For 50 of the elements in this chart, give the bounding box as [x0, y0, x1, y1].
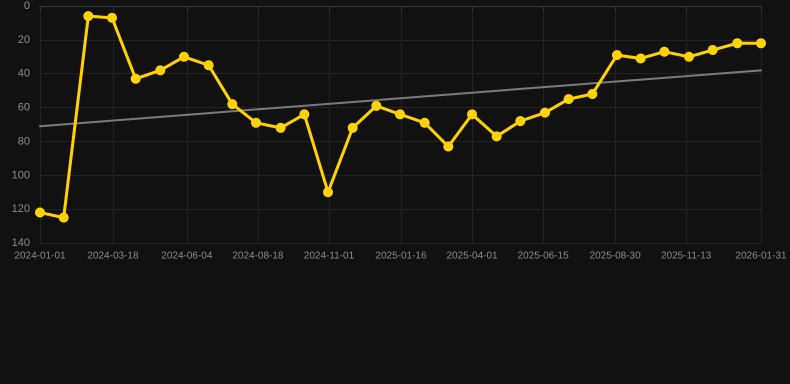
point [492, 131, 502, 142]
point [130, 74, 141, 84]
point [708, 45, 718, 56]
x-tick-label: 2024-06-04 [161, 250, 213, 262]
point [587, 89, 598, 100]
point [348, 122, 358, 133]
y-tick-label: 80 [18, 135, 30, 148]
point [83, 11, 94, 22]
x-tick-label: 2025-11-13 [660, 250, 712, 262]
x-tick-label: 2026-01-31 [735, 250, 788, 262]
point [251, 118, 262, 128]
point [443, 142, 454, 152]
point [35, 208, 45, 218]
point [659, 46, 670, 57]
y-tick-label: 120 [12, 203, 30, 216]
point [515, 116, 526, 126]
x-tick-label: 2024-03-18 [87, 250, 139, 262]
x-tick-label: 2024-08-18 [232, 250, 284, 262]
point [276, 122, 286, 133]
point [395, 109, 406, 120]
x-tick-label: 2025-01-16 [375, 250, 427, 262]
x-tick-label: 2025-06-15 [518, 250, 570, 262]
y-tick-label: 0 [24, 0, 30, 12]
y-tick-label: 100 [12, 169, 30, 182]
point [564, 94, 574, 104]
point [636, 53, 646, 64]
point [204, 60, 214, 70]
point [323, 187, 334, 198]
point [684, 52, 694, 62]
point [58, 212, 69, 223]
point [371, 100, 382, 111]
y-tick-label: 140 [12, 237, 30, 249]
point [540, 108, 550, 118]
point [612, 50, 622, 60]
point [756, 38, 766, 48]
point [155, 65, 166, 76]
x-tick-label: 2025-04-01 [446, 250, 498, 262]
point [467, 109, 478, 120]
x-tick-label: 2024-01-01 [14, 250, 66, 262]
point [420, 118, 430, 128]
y-tick-label: 20 [18, 34, 30, 46]
y-tick-label: 40 [18, 68, 30, 80]
point [299, 109, 310, 120]
point [107, 12, 118, 23]
y-tick-label: 60 [18, 102, 30, 114]
x-tick-label: 2024-11-01 [304, 250, 355, 262]
point [227, 99, 238, 110]
point [732, 38, 742, 48]
x-tick-label: 2025-08-30 [590, 250, 642, 262]
point [179, 52, 190, 62]
